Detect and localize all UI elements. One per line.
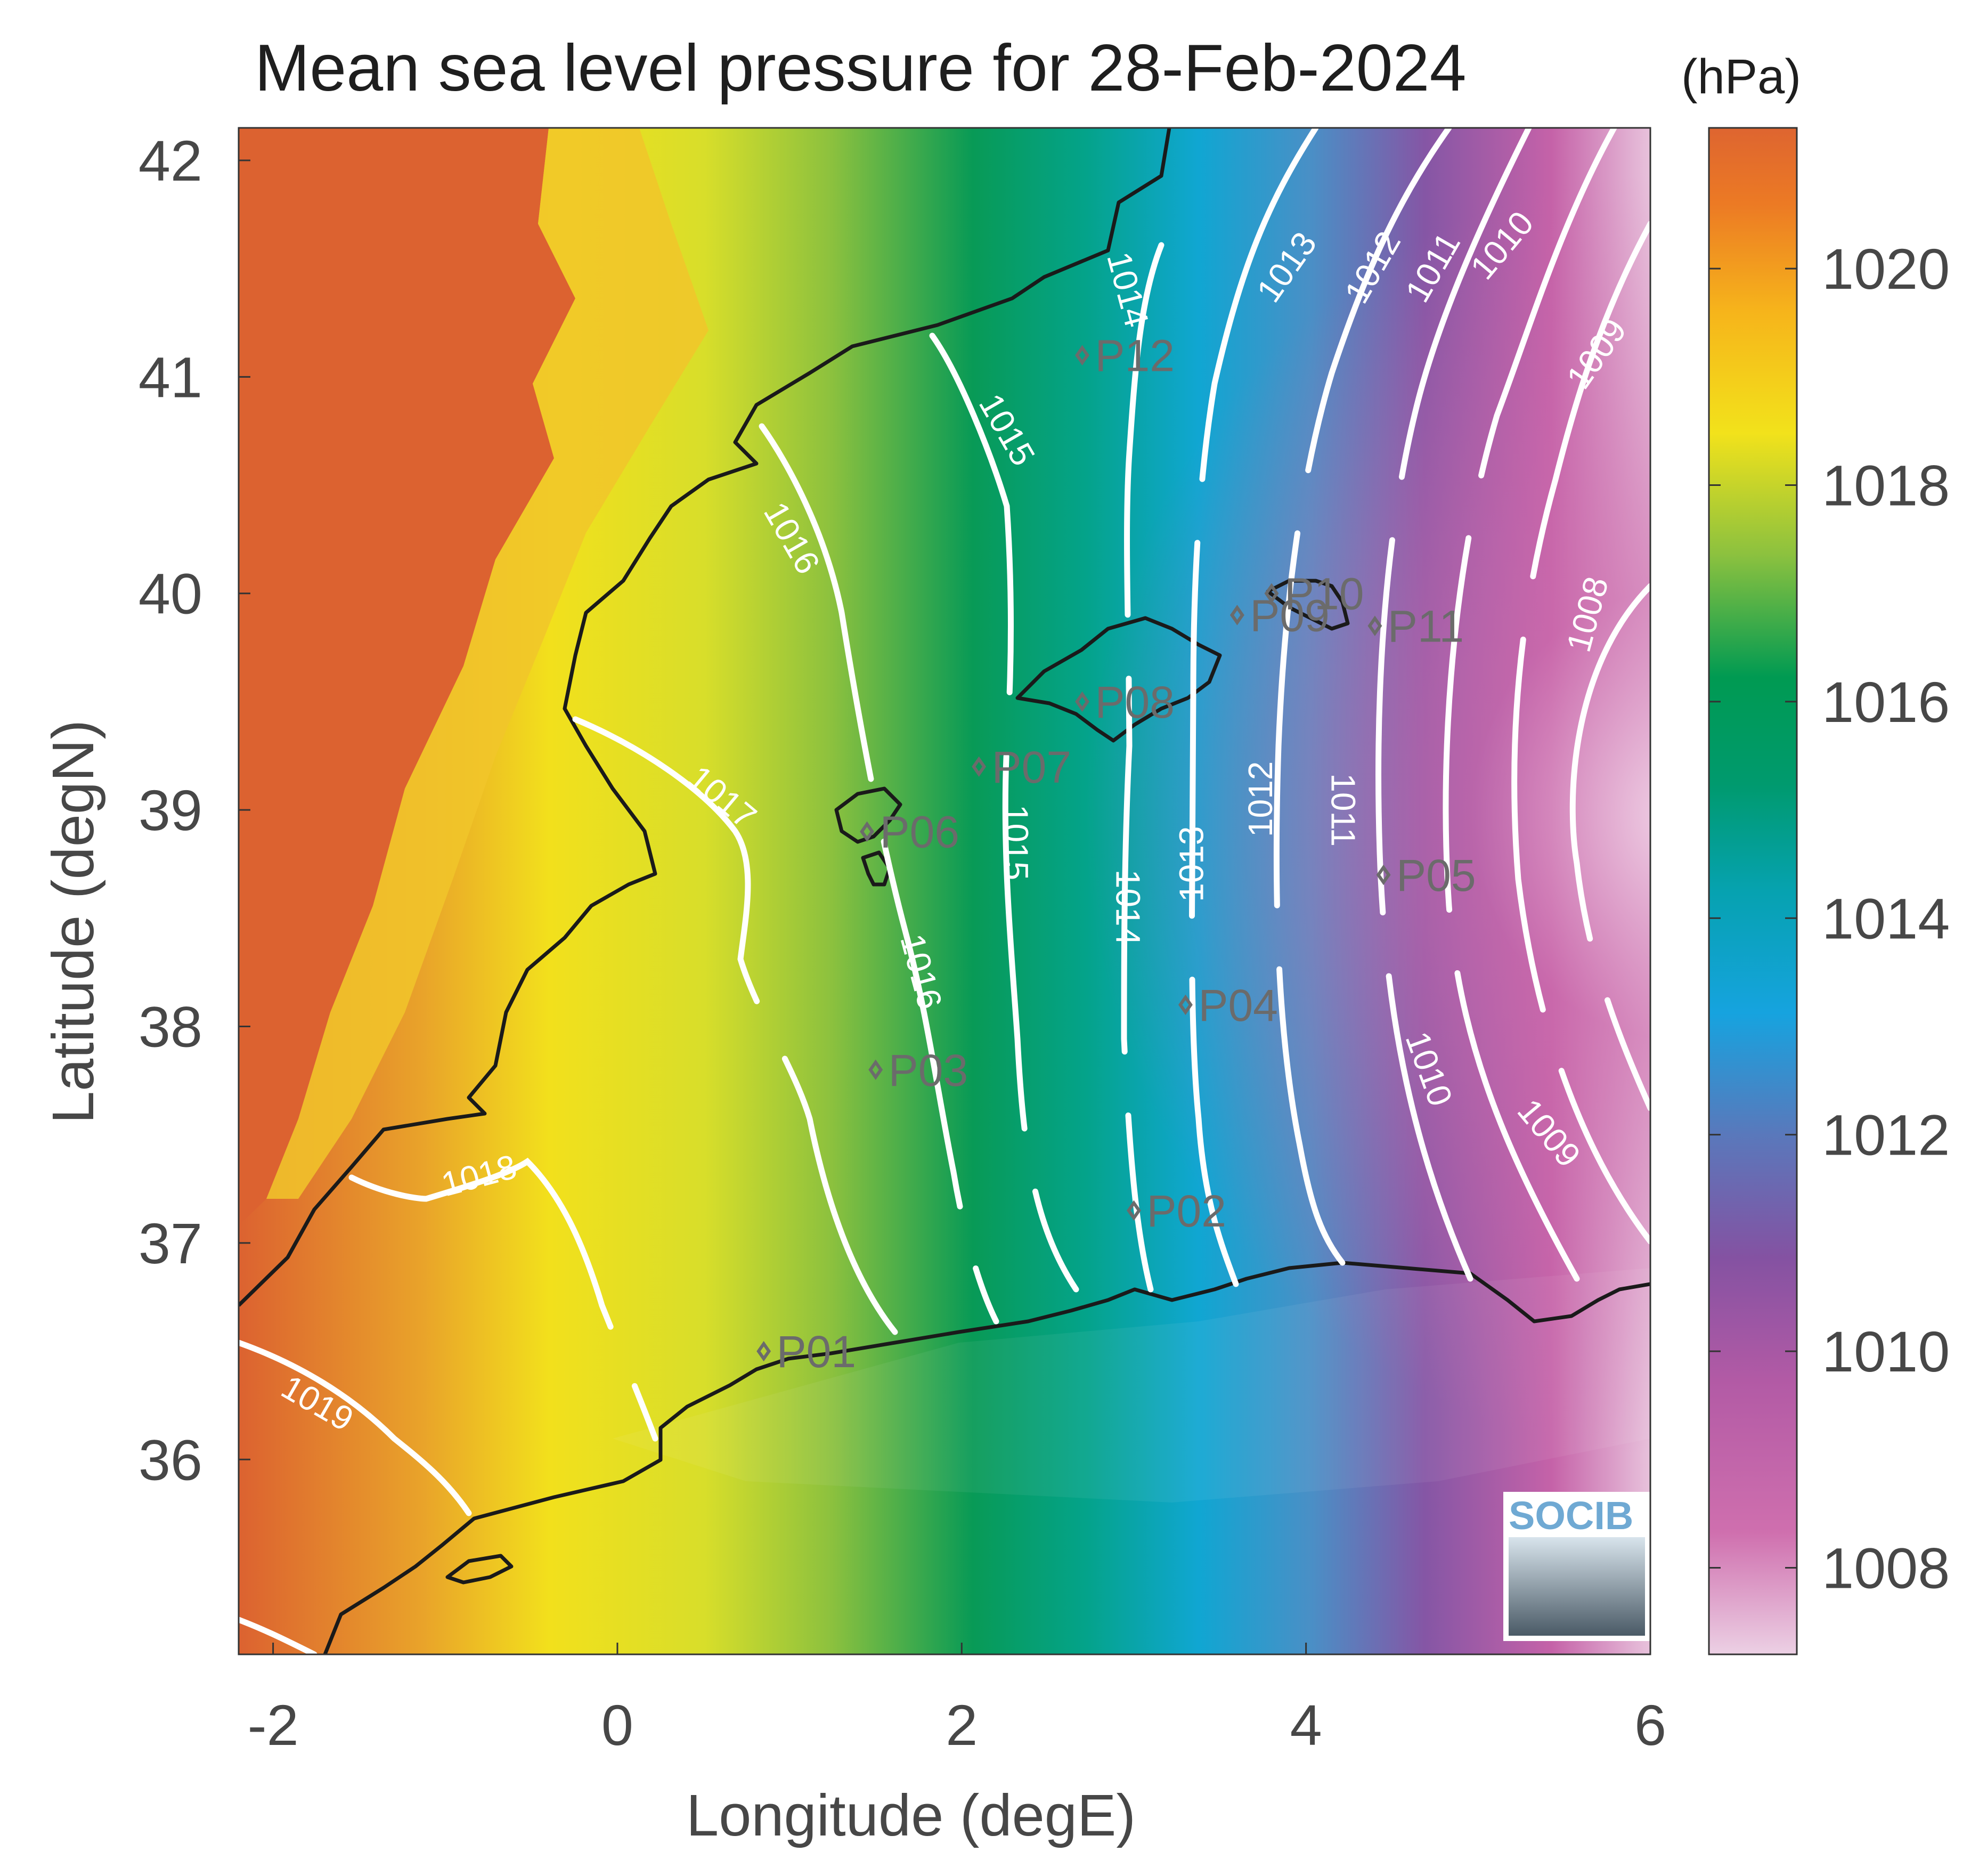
station-marker [1075, 345, 1090, 366]
isobar-1014 [1121, 242, 1164, 1293]
isobar-1019 [239, 1339, 472, 1516]
colorbar-unit-label: (hPa) [1681, 50, 1801, 104]
colorbar: 1008 1010 1012 1014 1016 1018 1020 [1708, 127, 1950, 1655]
x-tick-label: 4 [1290, 1693, 1322, 1757]
x-axis: -2 0 2 4 6 [248, 1643, 1666, 1757]
station-label: P06 [880, 807, 959, 857]
x-tick-label: 0 [601, 1693, 633, 1757]
x-axis-title: Longitude (degE) [686, 1783, 1136, 1848]
colorbar-ticks: 1008 1010 1012 1014 1016 1018 1020 [1709, 237, 1950, 1600]
colorbar-tick-label: 1018 [1822, 453, 1950, 518]
isobar-1011 [1375, 128, 1532, 1282]
isobar-label: 1011 [1324, 773, 1362, 847]
isobar-label: 1015 [997, 805, 1035, 880]
isobar-1018 [348, 1157, 658, 1442]
coastline-formentera [861, 850, 892, 887]
station-marker [972, 756, 987, 777]
socib-logo-wave [1509, 1537, 1645, 1636]
station-label: P11 [1388, 602, 1464, 652]
coastline-menorca [1266, 579, 1350, 631]
y-tick-label: 37 [139, 1211, 202, 1276]
coastline-iberia [239, 128, 1171, 1307]
station-marker [868, 1059, 883, 1081]
y-axis: 36 37 38 39 40 41 42 [139, 128, 250, 1492]
colorbar-scale [1709, 128, 1797, 1654]
x-tick-label: 6 [1634, 1693, 1666, 1757]
colorbar-tick-label: 1012 [1822, 1103, 1950, 1167]
colorbar-tick-label: 1016 [1822, 670, 1950, 734]
y-axis-title: Latitude (degN) [40, 720, 106, 1124]
colorbar-tick-label: 1014 [1822, 886, 1950, 951]
station-label: P08 [1095, 677, 1175, 727]
iberia-land-high-pressure [239, 128, 575, 1225]
y-tick-label: 42 [139, 128, 202, 193]
y-tick-label: 36 [139, 1427, 202, 1492]
station-label: P12 [1095, 331, 1175, 381]
plot-area: 1008100910091010101010111011101210121013… [239, 128, 1650, 1654]
station-label: P10 [1284, 569, 1364, 619]
station-marker [1264, 583, 1279, 604]
isobar-label: 1014 [1109, 870, 1147, 945]
x-tick-label: -2 [248, 1693, 299, 1757]
station-label: P04 [1198, 980, 1277, 1030]
x-tick-label: 2 [946, 1693, 978, 1757]
coastline [239, 128, 1650, 1654]
socib-logo: SOCIB [1503, 1492, 1650, 1641]
coastline-alboran [445, 1554, 514, 1585]
y-tick-label: 41 [139, 345, 202, 409]
station-marker [756, 1341, 771, 1362]
station-marker [1229, 605, 1244, 626]
iberia-land-transition [266, 128, 709, 1199]
isobar-label: 1013 [1172, 826, 1211, 902]
station-label: P07 [992, 742, 1071, 792]
coastline-north-africa [323, 1261, 1650, 1654]
station-marker [860, 821, 875, 842]
isobar-1010 [1443, 128, 1617, 1282]
colorbar-frame [1708, 127, 1798, 1655]
station-marker [1127, 1200, 1141, 1221]
isobar-1008 [1569, 583, 1650, 1111]
isobar-1016 [759, 423, 999, 1325]
map-title: Mean sea level pressure for 28-Feb-2024 [255, 31, 1467, 105]
coastline-ibiza [834, 786, 902, 844]
africa-land-field [613, 1268, 1650, 1503]
y-tick-label: 39 [139, 778, 202, 842]
station-marker [1367, 615, 1382, 636]
station-label: P09 [1250, 590, 1329, 640]
station-marker [1376, 864, 1391, 886]
colorbar-tick-label: 1010 [1822, 1319, 1950, 1384]
station-marker [1075, 691, 1090, 712]
station-marker [1178, 994, 1193, 1016]
plot-frame [238, 127, 1651, 1655]
colorbar-tick-label: 1008 [1822, 1536, 1950, 1600]
isobar-1012 [1273, 128, 1452, 1266]
isobar-1015 [929, 332, 1079, 1293]
isobar-1017 [572, 716, 898, 1335]
isobars [239, 128, 1650, 1654]
station-label: P05 [1396, 850, 1476, 900]
colorbar-tick-label: 1020 [1822, 237, 1950, 301]
isobar-1020 [239, 1617, 317, 1654]
station-label: P03 [889, 1045, 968, 1095]
isobar-1009 [1511, 221, 1650, 1245]
y-tick-label: 40 [139, 562, 202, 626]
isobar-label: 1012 [1241, 761, 1280, 837]
y-tick-label: 38 [139, 994, 202, 1059]
station-label: P01 [777, 1327, 856, 1377]
station-label: P02 [1146, 1186, 1226, 1236]
isobar-1013 [1189, 128, 1319, 1287]
coastline-mallorca [1015, 616, 1222, 743]
socib-logo-text: SOCIB [1509, 1493, 1633, 1538]
